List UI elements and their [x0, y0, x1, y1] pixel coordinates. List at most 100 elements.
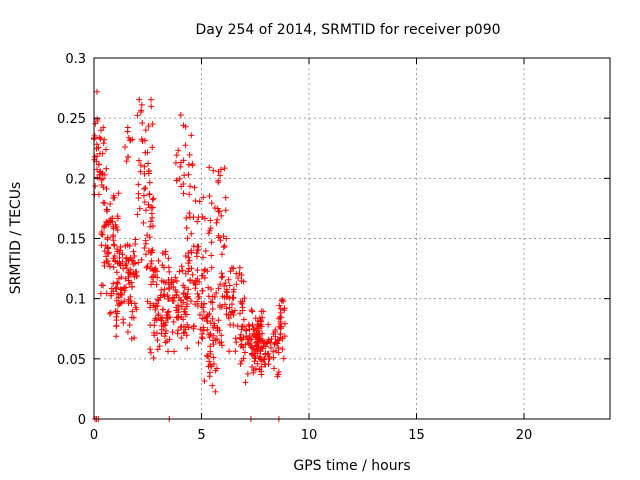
data-point	[257, 317, 264, 324]
data-point	[165, 255, 172, 262]
data-point	[177, 111, 184, 118]
data-point	[187, 183, 194, 190]
data-point	[275, 349, 282, 356]
data-point	[241, 295, 248, 302]
data-point	[180, 316, 187, 323]
data-point	[138, 107, 145, 114]
data-point	[143, 264, 150, 271]
data-point	[255, 323, 262, 330]
data-point	[210, 341, 217, 348]
data-point	[236, 264, 243, 271]
data-point	[145, 123, 152, 130]
data-point	[200, 308, 207, 315]
data-point	[162, 339, 169, 346]
data-point	[265, 321, 272, 328]
data-point	[182, 123, 189, 130]
data-point	[113, 297, 120, 304]
data-point	[276, 302, 283, 309]
data-point	[110, 241, 117, 248]
grid-lines	[94, 58, 610, 419]
data-point	[170, 318, 177, 325]
data-point	[147, 249, 154, 256]
data-point	[272, 339, 279, 346]
data-point	[112, 285, 119, 292]
data-point	[164, 315, 171, 322]
data-point	[206, 227, 213, 234]
data-point	[213, 219, 220, 226]
data-point	[125, 153, 132, 160]
data-point	[154, 346, 161, 353]
data-point	[185, 324, 192, 331]
data-point	[171, 348, 178, 355]
data-point	[191, 280, 198, 287]
data-point	[196, 311, 203, 318]
data-point	[191, 184, 198, 191]
data-point	[93, 166, 100, 173]
data-point	[115, 190, 122, 197]
data-point	[154, 302, 161, 309]
data-point	[128, 314, 135, 321]
data-point	[240, 278, 247, 285]
data-point	[268, 344, 275, 351]
data-point	[199, 287, 206, 294]
data-point	[147, 304, 154, 311]
data-point	[199, 304, 206, 311]
data-point	[128, 300, 135, 307]
y-tick-label: 0.2	[65, 172, 86, 187]
data-point	[98, 176, 105, 183]
data-point	[201, 300, 208, 307]
data-point	[140, 219, 147, 226]
data-point	[116, 254, 123, 261]
data-point	[160, 320, 167, 327]
data-point	[204, 352, 211, 359]
data-point	[159, 314, 166, 321]
data-point	[141, 163, 148, 170]
data-point	[270, 354, 277, 361]
x-tick-label: 0	[90, 428, 98, 443]
data-point	[114, 280, 121, 287]
data-point	[181, 172, 188, 179]
data-point	[93, 88, 100, 95]
data-point	[210, 332, 217, 339]
data-point	[129, 283, 136, 290]
data-point	[211, 204, 218, 211]
data-point	[142, 237, 149, 244]
data-point	[184, 301, 191, 308]
data-point	[123, 255, 130, 262]
data-point	[101, 224, 108, 231]
data-point	[101, 200, 108, 207]
data-point	[258, 323, 265, 330]
data-point	[222, 194, 229, 201]
data-point	[142, 127, 149, 134]
data-point	[166, 336, 173, 343]
data-point	[219, 273, 226, 280]
data-point	[134, 211, 141, 218]
data-point	[218, 332, 225, 339]
data-point	[151, 322, 158, 329]
data-point	[279, 296, 286, 303]
data-point	[228, 264, 235, 271]
data-point	[150, 195, 157, 202]
data-point	[204, 326, 211, 333]
data-point	[162, 330, 169, 337]
data-point	[280, 355, 287, 362]
data-point	[237, 343, 244, 350]
data-point	[108, 290, 115, 297]
data-point	[104, 244, 111, 251]
data-point	[254, 360, 261, 367]
data-point	[107, 215, 114, 222]
data-point	[277, 331, 284, 338]
data-point	[192, 301, 199, 308]
data-point	[91, 191, 98, 198]
data-point	[126, 321, 133, 328]
data-point	[257, 353, 264, 360]
data-point	[145, 201, 152, 208]
data-point	[183, 224, 190, 231]
data-point	[272, 333, 279, 340]
data-point	[132, 241, 139, 248]
data-point	[194, 290, 201, 297]
data-point	[103, 208, 110, 215]
data-point	[180, 181, 187, 188]
data-point	[101, 136, 108, 143]
data-point	[180, 190, 187, 197]
